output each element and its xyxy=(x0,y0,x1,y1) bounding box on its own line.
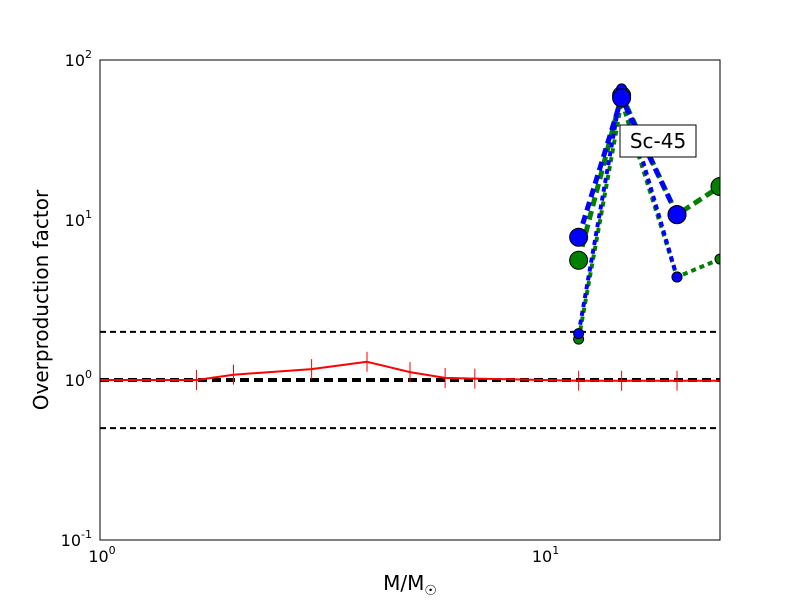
y-tick-label: 10-1 xyxy=(61,528,92,550)
annotation-box xyxy=(619,124,697,158)
data-series xyxy=(100,83,720,391)
data-point xyxy=(569,227,589,247)
y-tick-label: 100 xyxy=(65,368,92,390)
annotation: Sc-45 xyxy=(619,124,697,158)
y-tick-label: 101 xyxy=(65,208,92,230)
x-axis-label: M/M☉ xyxy=(383,571,437,599)
data-point xyxy=(612,88,632,108)
series-line xyxy=(576,95,680,239)
series-4 xyxy=(569,88,687,247)
y-axis-label: Overproduction factor xyxy=(29,189,53,410)
series-line xyxy=(576,86,679,334)
data-point xyxy=(573,328,585,340)
plot-frame xyxy=(99,59,721,541)
annotation-text: Sc-45 xyxy=(630,129,686,153)
series-0 xyxy=(100,351,720,391)
data-point xyxy=(710,176,720,196)
series-line xyxy=(576,93,720,261)
y-tick-label: 102 xyxy=(65,48,92,70)
x-tick-label: 101 xyxy=(532,544,559,566)
data-point xyxy=(569,250,589,270)
data-point xyxy=(714,253,720,265)
x-tick-label: 100 xyxy=(88,544,115,566)
series-line xyxy=(100,360,720,382)
data-point xyxy=(667,205,687,225)
data-point xyxy=(671,271,683,283)
